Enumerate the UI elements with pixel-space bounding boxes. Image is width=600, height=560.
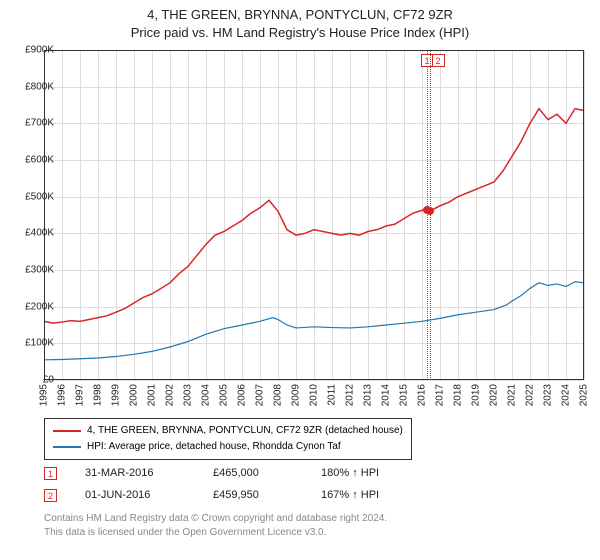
- x-tick-label: 1998: [93, 384, 104, 406]
- x-tick-label: 2010: [309, 384, 320, 406]
- x-tick-label: 2001: [147, 384, 158, 406]
- y-tick-label: £700K: [14, 118, 54, 129]
- legend-swatch-0: [53, 430, 81, 432]
- sale-hpi-2: 167% ↑ HPI: [321, 489, 379, 501]
- x-tick-label: 1999: [111, 384, 122, 406]
- y-tick-label: £300K: [14, 265, 54, 276]
- sales-table: 1 31-MAR-2016 £465,000 180% ↑ HPI 2 01-J…: [44, 462, 379, 506]
- x-tick-label: 2011: [327, 384, 338, 406]
- x-tick-label: 2000: [129, 384, 140, 406]
- x-tick-label: 2019: [471, 384, 482, 406]
- x-tick-label: 1997: [75, 384, 86, 406]
- x-tick-label: 1995: [39, 384, 50, 406]
- x-tick-label: 2004: [201, 384, 212, 406]
- chart-title-line1: 4, THE GREEN, BRYNNA, PONTYCLUN, CF72 9Z…: [0, 6, 600, 24]
- x-tick-label: 2015: [399, 384, 410, 406]
- y-tick-label: £400K: [14, 228, 54, 239]
- legend-swatch-1: [53, 446, 81, 448]
- x-tick-label: 2024: [561, 384, 572, 406]
- sale-date-1: 31-MAR-2016: [85, 467, 185, 479]
- y-tick-label: £900K: [14, 45, 54, 56]
- y-tick-label: £100K: [14, 338, 54, 349]
- x-tick-label: 2023: [543, 384, 554, 406]
- x-tick-label: 2003: [183, 384, 194, 406]
- grid-h: [44, 380, 584, 381]
- x-tick-label: 2025: [579, 384, 590, 406]
- x-tick-label: 2021: [507, 384, 518, 406]
- chart-legend: 4, THE GREEN, BRYNNA, PONTYCLUN, CF72 9Z…: [44, 418, 412, 460]
- x-tick-label: 2016: [417, 384, 428, 406]
- y-tick-label: £600K: [14, 155, 54, 166]
- footer-line2: This data is licensed under the Open Gov…: [44, 526, 387, 540]
- sale-hpi-1: 180% ↑ HPI: [321, 467, 379, 479]
- x-tick-label: 2020: [489, 384, 500, 406]
- y-tick-label: £200K: [14, 301, 54, 312]
- x-tick-label: 1996: [57, 384, 68, 406]
- x-tick-label: 2014: [381, 384, 392, 406]
- sale-date-2: 01-JUN-2016: [85, 489, 185, 501]
- x-tick-label: 2007: [255, 384, 266, 406]
- x-tick-label: 2002: [165, 384, 176, 406]
- x-tick-label: 2008: [273, 384, 284, 406]
- legend-label-0: 4, THE GREEN, BRYNNA, PONTYCLUN, CF72 9Z…: [87, 423, 403, 439]
- sale-marker-2: 2: [44, 489, 57, 502]
- footer-note: Contains HM Land Registry data © Crown c…: [44, 512, 387, 539]
- sale-price-1: £465,000: [213, 467, 293, 479]
- grid-v: [584, 50, 585, 380]
- x-tick-label: 2012: [345, 384, 356, 406]
- footer-line1: Contains HM Land Registry data © Crown c…: [44, 512, 387, 526]
- x-tick-label: 2006: [237, 384, 248, 406]
- x-tick-label: 2018: [453, 384, 464, 406]
- chart-plot-area: 12: [44, 50, 584, 380]
- sale-marker-1: 1: [44, 467, 57, 480]
- x-tick-label: 2017: [435, 384, 446, 406]
- x-tick-label: 2009: [291, 384, 302, 406]
- x-tick-label: 2005: [219, 384, 230, 406]
- y-tick-label: £500K: [14, 191, 54, 202]
- chart-border: [44, 50, 584, 380]
- chart-title-line2: Price paid vs. HM Land Registry's House …: [0, 24, 600, 42]
- x-tick-label: 2013: [363, 384, 374, 406]
- sale-price-2: £459,950: [213, 489, 293, 501]
- y-tick-label: £800K: [14, 81, 54, 92]
- x-tick-label: 2022: [525, 384, 536, 406]
- legend-label-1: HPI: Average price, detached house, Rhon…: [87, 439, 341, 455]
